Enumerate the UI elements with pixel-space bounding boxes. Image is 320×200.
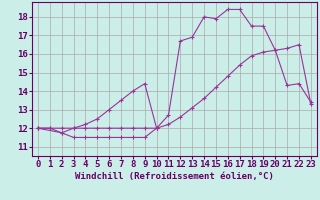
X-axis label: Windchill (Refroidissement éolien,°C): Windchill (Refroidissement éolien,°C)	[75, 172, 274, 181]
